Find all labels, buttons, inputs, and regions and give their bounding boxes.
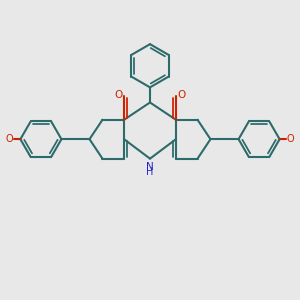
Text: N: N (146, 162, 154, 172)
Text: O: O (178, 90, 186, 100)
Text: O: O (286, 134, 294, 144)
Text: O: O (6, 134, 14, 144)
Text: H: H (146, 167, 154, 177)
Text: O: O (114, 90, 122, 100)
